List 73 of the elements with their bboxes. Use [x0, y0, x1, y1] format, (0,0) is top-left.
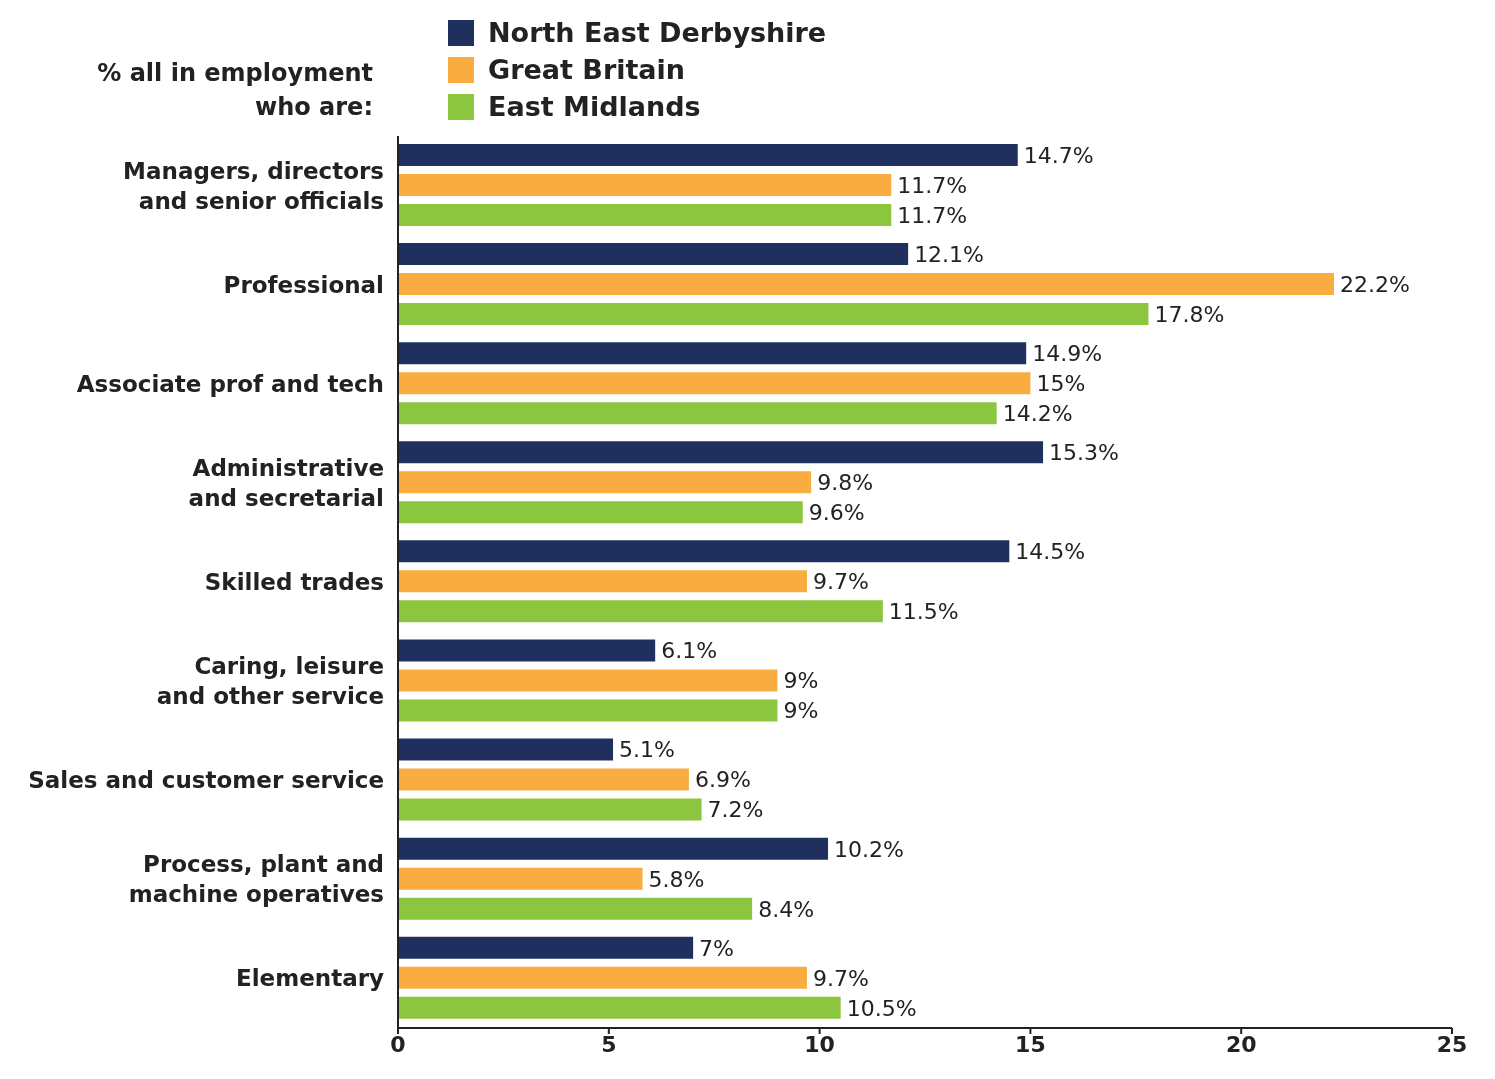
bar: [398, 540, 1010, 563]
data-label: 6.9%: [694, 767, 751, 793]
bar: [398, 639, 656, 662]
bar: [398, 402, 997, 425]
x-tick-label: 10: [804, 1031, 835, 1057]
bar: [398, 501, 803, 524]
x-tick-label: 5: [601, 1031, 617, 1057]
bar: [398, 669, 778, 692]
data-label: 14.7%: [1023, 142, 1094, 168]
data-label: 11.5%: [888, 599, 959, 625]
y-tick-label: Associate prof and tech: [76, 370, 384, 397]
bar: [398, 203, 892, 226]
data-label: 6.1%: [661, 638, 718, 664]
data-label: 10.5%: [846, 995, 917, 1021]
bar: [398, 996, 841, 1019]
data-label: 9.7%: [812, 569, 869, 595]
data-label: 11.7%: [897, 172, 968, 198]
data-label: 5.8%: [648, 866, 705, 892]
data-label: 9%: [783, 698, 819, 724]
bar: [398, 867, 643, 890]
data-label: 5.1%: [619, 737, 675, 763]
data-label: 7%: [699, 935, 735, 961]
bar: [398, 441, 1044, 464]
data-label: 14.9%: [1032, 340, 1103, 366]
bar: [398, 143, 1018, 166]
data-label: 14.5%: [1015, 539, 1086, 565]
y-tick-label: Process, plant and machine operatives: [128, 851, 384, 908]
y-tick-label: Skilled trades: [204, 569, 384, 595]
bar: [398, 837, 829, 860]
data-label: 12.1%: [914, 241, 985, 267]
data-label: 7.2%: [707, 797, 764, 823]
x-tick-label: 15: [1015, 1031, 1046, 1057]
bar: [398, 243, 909, 266]
data-label: 17.8%: [1154, 301, 1225, 327]
data-label: 8.4%: [758, 896, 815, 922]
bar: [398, 173, 892, 196]
bar: [398, 342, 1027, 365]
bar: [398, 570, 807, 593]
bar: [398, 936, 694, 959]
y-tick-label: Caring, leisure and other service: [156, 653, 384, 710]
data-label: 9.6%: [808, 500, 865, 526]
legend-label: East Midlands: [488, 91, 701, 122]
bar: [398, 471, 812, 494]
bar: [398, 798, 702, 821]
x-tick-label: 0: [390, 1031, 406, 1057]
bar: [398, 600, 883, 623]
data-label: 9.8%: [817, 470, 874, 496]
data-label: 15%: [1036, 370, 1086, 396]
bar: [398, 303, 1149, 326]
y-tick-label: Administrative and secretarial: [188, 454, 384, 511]
bar: [398, 768, 689, 791]
x-tick-label: 25: [1436, 1031, 1468, 1057]
legend-label: North East Derbyshire: [488, 17, 827, 48]
bar: [398, 966, 807, 989]
legend-label: Great Britain: [488, 54, 686, 85]
y-tick-label: Professional: [223, 271, 384, 298]
data-label: 15.3%: [1049, 440, 1119, 466]
data-label: 9.7%: [812, 965, 869, 991]
data-label: 10.2%: [834, 836, 904, 862]
bar: [398, 738, 614, 761]
data-label: 11.7%: [897, 202, 968, 228]
x-tick-label: 20: [1225, 1031, 1257, 1057]
bar: [398, 699, 778, 722]
bar: [398, 372, 1031, 395]
data-label: 9%: [783, 668, 819, 694]
y-tick-label: Sales and customer service: [28, 767, 384, 794]
bar: [398, 897, 753, 920]
y-tick-label: Elementary: [236, 965, 385, 992]
chart-title: % all in employment who are:: [96, 58, 373, 123]
data-label: 22.2%: [1339, 271, 1410, 297]
bar: [398, 273, 1334, 296]
y-tick-label: Managers, directors and senior officials: [123, 157, 384, 214]
data-label: 14.2%: [1002, 400, 1073, 426]
